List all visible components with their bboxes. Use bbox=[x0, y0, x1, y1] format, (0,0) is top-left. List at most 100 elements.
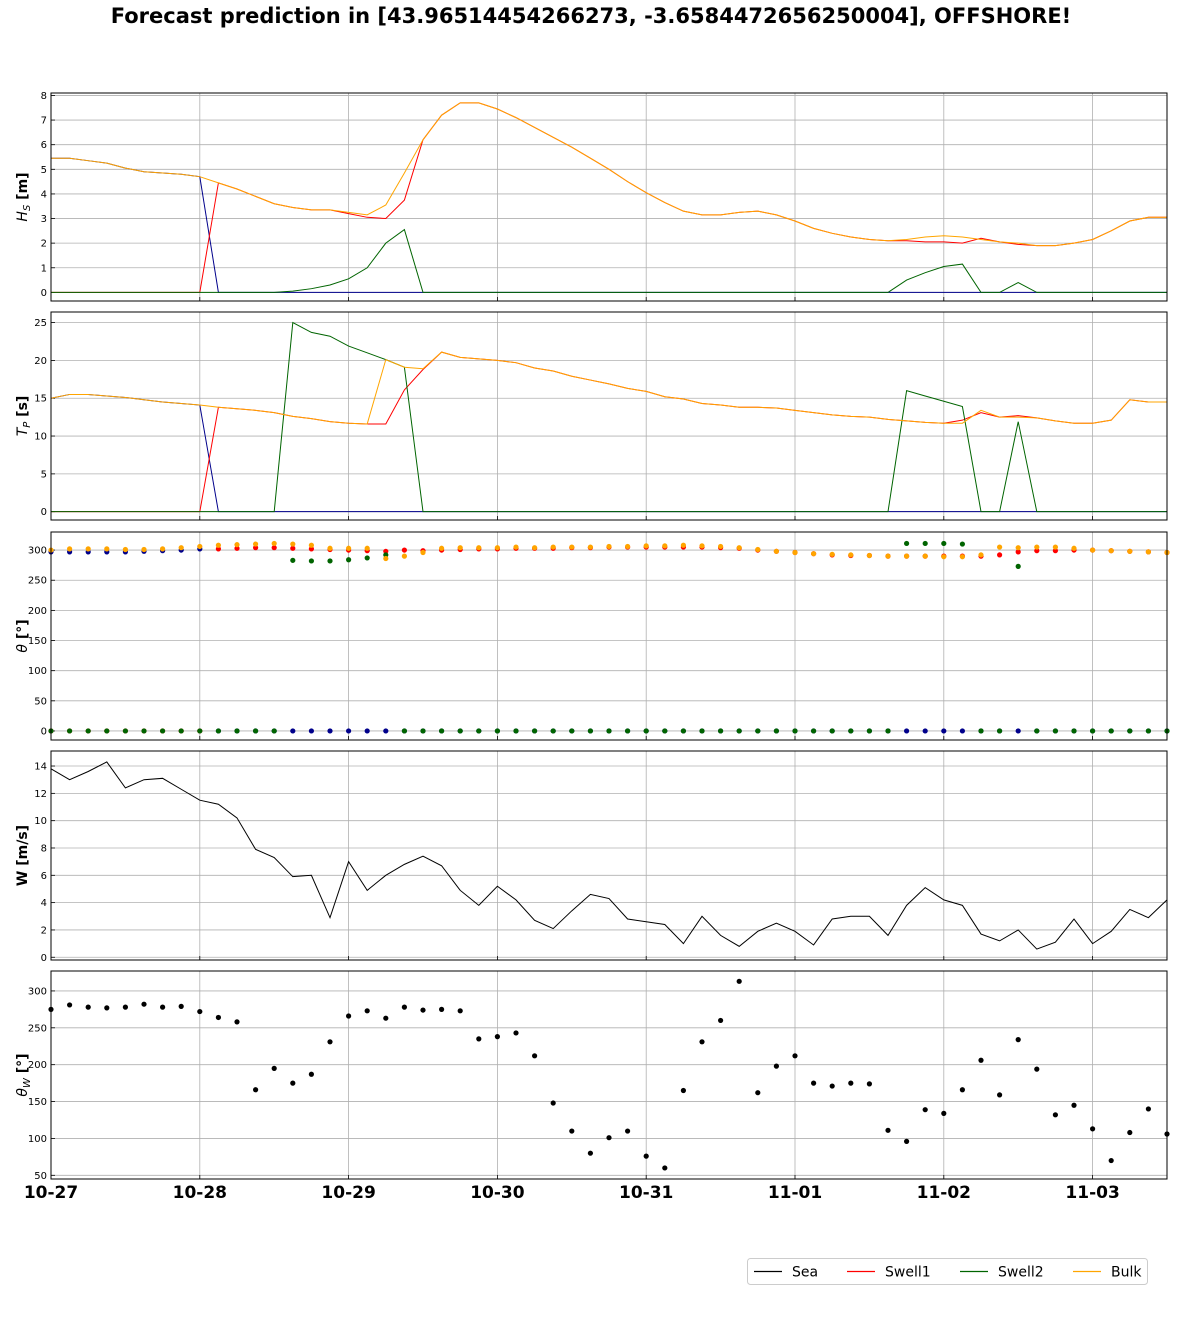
data-point bbox=[85, 546, 91, 552]
plot-frame bbox=[50, 750, 1168, 961]
y-tick-label: 1 bbox=[41, 263, 47, 274]
data-point bbox=[978, 1057, 984, 1063]
data-point bbox=[662, 728, 668, 734]
y-tick-label: 150 bbox=[28, 636, 47, 647]
x-tick-label: 10-27 bbox=[24, 1183, 78, 1203]
data-point bbox=[885, 1127, 891, 1133]
data-point bbox=[755, 1090, 761, 1096]
data-point bbox=[959, 728, 966, 734]
legend-item-swell2: Swell2 bbox=[960, 1265, 1044, 1281]
data-point bbox=[606, 728, 612, 734]
data-point bbox=[866, 1081, 873, 1087]
data-point bbox=[587, 544, 594, 550]
data-point bbox=[271, 728, 277, 734]
data-point bbox=[1052, 548, 1058, 554]
data-point bbox=[922, 1107, 928, 1113]
data-point bbox=[364, 728, 370, 734]
data-point bbox=[1127, 548, 1133, 554]
data-point bbox=[755, 728, 761, 734]
y-axis-label: W [m/s] bbox=[15, 825, 31, 886]
data-point bbox=[513, 728, 519, 734]
data-point bbox=[811, 551, 817, 557]
data-point bbox=[346, 545, 352, 551]
y-tick-label: 6 bbox=[41, 871, 47, 882]
data-point bbox=[997, 544, 1003, 550]
panel-3: 0 50 100 150 200 250 300 θ [°] bbox=[15, 531, 1170, 741]
data-point bbox=[383, 555, 389, 562]
data-point bbox=[476, 728, 482, 734]
data-point bbox=[476, 545, 482, 551]
data-point bbox=[1071, 728, 1077, 734]
data-point bbox=[290, 557, 296, 563]
y-tick-label: 15 bbox=[34, 394, 47, 405]
data-point bbox=[773, 728, 780, 734]
data-point bbox=[1108, 548, 1114, 554]
data-point bbox=[550, 728, 556, 734]
data-point bbox=[904, 1138, 910, 1144]
data-point bbox=[941, 540, 947, 547]
data-point bbox=[1034, 548, 1040, 554]
data-point bbox=[904, 728, 910, 734]
data-point bbox=[1015, 545, 1021, 551]
data-point bbox=[327, 558, 333, 564]
data-point bbox=[587, 728, 594, 734]
data-point bbox=[736, 545, 742, 551]
data-point bbox=[234, 545, 240, 551]
plot-frame bbox=[50, 970, 1168, 1180]
data-point bbox=[141, 1001, 147, 1007]
data-point bbox=[773, 548, 780, 554]
data-point bbox=[457, 1008, 463, 1014]
plot-area bbox=[51, 312, 1167, 520]
y-tick-label: 250 bbox=[28, 576, 47, 587]
data-point bbox=[997, 552, 1003, 558]
data-point bbox=[680, 542, 687, 548]
data-point bbox=[234, 728, 240, 734]
data-point bbox=[829, 551, 835, 557]
data-point bbox=[643, 1153, 649, 1159]
y-tick-label: 5 bbox=[41, 469, 47, 480]
data-point bbox=[625, 1128, 631, 1134]
y-tick-label: 6 bbox=[41, 140, 47, 151]
y-tick-label: 4 bbox=[41, 898, 47, 909]
data-point bbox=[290, 545, 296, 551]
series-swell2 bbox=[48, 540, 1170, 734]
data-point bbox=[439, 1006, 445, 1012]
panel-4: 0 2 4 6 8 10 12 14 W [m/s] bbox=[15, 750, 1168, 964]
data-point bbox=[160, 546, 166, 552]
panel-1: 0 1 2 3 4 5 6 7 8 HS [m] bbox=[15, 91, 1168, 302]
data-point bbox=[885, 728, 891, 734]
data-point bbox=[122, 1004, 128, 1010]
data-point bbox=[197, 543, 203, 550]
series-swell2 bbox=[51, 228, 1167, 293]
y-tick-label: 14 bbox=[34, 762, 47, 773]
data-point bbox=[792, 549, 798, 556]
data-point bbox=[1145, 549, 1151, 555]
data-point bbox=[178, 1003, 184, 1010]
y-tick-label: 250 bbox=[28, 1023, 47, 1034]
data-point bbox=[829, 728, 835, 734]
data-point bbox=[922, 728, 928, 734]
data-point bbox=[1052, 728, 1058, 734]
data-point bbox=[1015, 1037, 1021, 1043]
series-wind-direction bbox=[48, 978, 1170, 1171]
data-point bbox=[420, 1007, 426, 1013]
data-point bbox=[1071, 545, 1077, 551]
data-point bbox=[271, 1065, 277, 1071]
data-point bbox=[829, 1083, 835, 1089]
y-tick-label: 50 bbox=[34, 696, 47, 707]
y-tick-label: 0 bbox=[41, 726, 47, 737]
y-tick-label: 20 bbox=[34, 356, 47, 367]
data-point bbox=[215, 728, 221, 734]
data-point bbox=[85, 728, 91, 734]
y-tick-label: 7 bbox=[41, 116, 47, 127]
data-point bbox=[234, 542, 240, 548]
plot-area bbox=[51, 751, 1167, 960]
data-point bbox=[85, 1004, 91, 1010]
data-point bbox=[941, 554, 947, 560]
data-point bbox=[1034, 544, 1040, 550]
data-point bbox=[1034, 728, 1040, 734]
data-point bbox=[457, 545, 463, 551]
data-point bbox=[811, 1080, 817, 1086]
data-point bbox=[178, 728, 184, 734]
